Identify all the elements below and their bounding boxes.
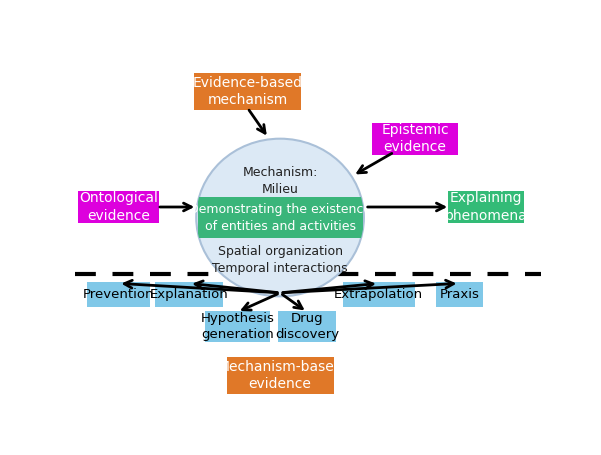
Text: Mechanism:
Milieu: Mechanism: Milieu	[242, 166, 318, 196]
Text: Mechanism-based
evidence: Mechanism-based evidence	[217, 359, 343, 391]
Text: Epistemic
evidence: Epistemic evidence	[381, 123, 449, 154]
Text: Spatial organization
Temporal interactions: Spatial organization Temporal interactio…	[212, 244, 348, 274]
FancyBboxPatch shape	[156, 282, 223, 307]
FancyBboxPatch shape	[194, 73, 301, 110]
Text: Explaining
phenomena: Explaining phenomena	[445, 192, 527, 222]
Text: Explanation: Explanation	[150, 288, 228, 301]
FancyBboxPatch shape	[204, 311, 270, 342]
Text: Drug
discovery: Drug discovery	[275, 312, 339, 341]
FancyBboxPatch shape	[78, 191, 159, 223]
Text: Prevention: Prevention	[83, 288, 154, 301]
Ellipse shape	[196, 139, 364, 296]
Text: Praxis: Praxis	[439, 288, 480, 301]
FancyBboxPatch shape	[436, 282, 483, 307]
Text: Demonstrating the existence
of entities and activities: Demonstrating the existence of entities …	[189, 202, 371, 233]
Text: Hypothesis
generation: Hypothesis generation	[200, 312, 274, 341]
Text: Ontological
evidence: Ontological evidence	[79, 192, 158, 222]
FancyBboxPatch shape	[227, 357, 334, 394]
FancyBboxPatch shape	[87, 282, 150, 307]
FancyBboxPatch shape	[198, 197, 362, 238]
Text: Extrapolation: Extrapolation	[334, 288, 423, 301]
FancyBboxPatch shape	[372, 122, 458, 155]
Text: Evidence-based
mechanism: Evidence-based mechanism	[192, 76, 302, 107]
FancyBboxPatch shape	[278, 311, 336, 342]
FancyBboxPatch shape	[343, 282, 415, 307]
FancyBboxPatch shape	[448, 191, 524, 223]
